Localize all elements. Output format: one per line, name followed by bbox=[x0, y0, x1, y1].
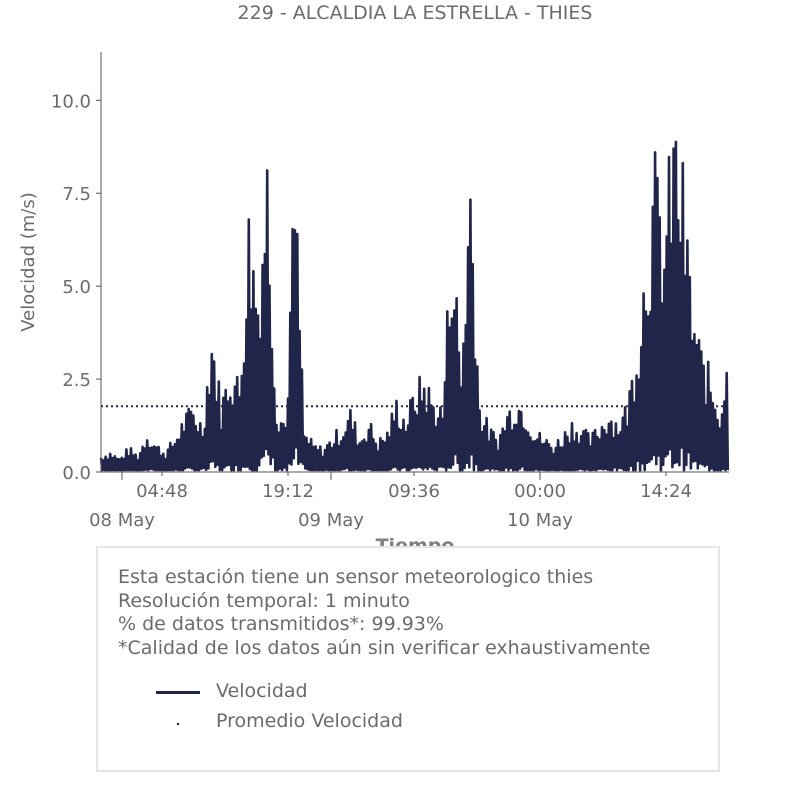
y-tick-label: 2.5 bbox=[62, 370, 91, 391]
y-axis-label: Velocidad (m/s) bbox=[18, 192, 39, 332]
x-tick-label: 14:24 bbox=[640, 481, 692, 502]
info-text: Esta estación tiene un sensor meteorolog… bbox=[118, 566, 650, 660]
legend-line-swatch bbox=[156, 691, 200, 694]
legend-label-velocidad: Velocidad bbox=[216, 680, 308, 702]
y-tick-label: 10.0 bbox=[51, 91, 91, 112]
info-line-data-pct: % de datos transmitidos*: 99.93% bbox=[118, 613, 444, 635]
x-date-label: 09 May bbox=[298, 510, 364, 531]
x-tick-label: 04:48 bbox=[136, 481, 188, 502]
x-date-label: 08 May bbox=[89, 510, 155, 531]
series-line-velocidad bbox=[99, 140, 730, 472]
x-ticks: 04:48 19:12 09:36 00:00 14:24 08 May 09 May 10 … bbox=[89, 472, 692, 531]
x-date-label: 10 May bbox=[507, 510, 573, 531]
y-ticks: 0.0 2.5 5.0 7.5 10.0 bbox=[51, 91, 101, 484]
x-tick-label: 00:00 bbox=[514, 481, 566, 502]
info-line-sensor: Esta estación tiene un sensor meteorolog… bbox=[118, 566, 594, 588]
velocity-chart: 0.0 2.5 5.0 7.5 10.0 04:48 19:12 09:36 00:00 14:… bbox=[18, 52, 730, 557]
info-line-resolution: Resolución temporal: 1 minuto bbox=[118, 589, 410, 612]
y-tick-label: 5.0 bbox=[62, 277, 91, 298]
legend-label-promedio: Promedio Velocidad bbox=[216, 710, 403, 732]
plot-area bbox=[99, 140, 730, 472]
info-line-quality-note: *Calidad de los datos aún sin verificar … bbox=[118, 636, 651, 659]
chart-title: 229 - ALCALDIA LA ESTRELLA - THIES bbox=[237, 2, 593, 24]
y-tick-label: 0.0 bbox=[62, 463, 91, 484]
y-tick-label: 7.5 bbox=[62, 184, 91, 205]
x-tick-label: 09:36 bbox=[388, 481, 440, 502]
info-legend-box: Esta estación tiene un sensor meteorolog… bbox=[96, 546, 720, 772]
x-tick-label: 19:12 bbox=[262, 481, 314, 502]
legend-dot-swatch bbox=[177, 723, 179, 725]
